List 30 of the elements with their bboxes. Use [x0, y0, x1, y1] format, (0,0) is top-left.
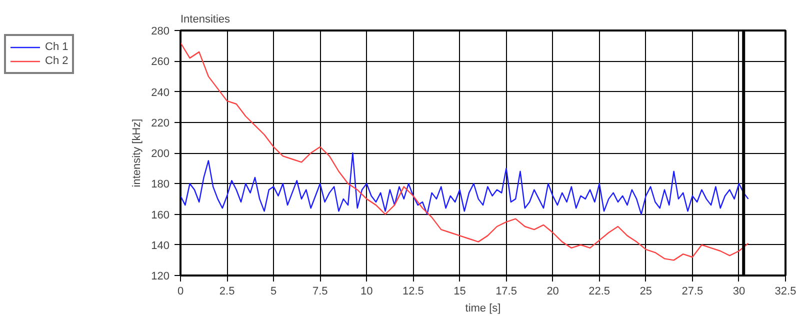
- line-series: [180, 152, 749, 215]
- y-tick-label: 260: [151, 56, 170, 68]
- y-tick-label: 140: [151, 240, 170, 252]
- y-tick-label: 160: [151, 209, 170, 222]
- y-tick-label: 280: [151, 26, 170, 38]
- legend-label: Ch 2: [45, 54, 68, 68]
- x-tick-label: 30: [732, 286, 746, 298]
- x-tick-label: 10: [360, 286, 373, 298]
- y-tick-label: 120: [151, 270, 170, 282]
- x-tick-label: 0: [177, 286, 184, 298]
- x-tick-label: 5: [270, 286, 277, 298]
- chart-title: Intensities: [180, 14, 231, 26]
- x-tick-label: 17.5: [496, 286, 517, 298]
- x-tick-label: 12.5: [402, 286, 424, 298]
- x-tick-label: 20: [546, 286, 559, 298]
- x-tick-label: 32.5: [774, 286, 796, 298]
- y-axis-title: intensity [kHz]: [131, 118, 144, 188]
- x-tick-label: 27.5: [682, 286, 704, 298]
- line-series: [180, 42, 749, 261]
- x-tick-label: 22.5: [588, 286, 610, 298]
- x-tick-label: 15: [454, 286, 466, 298]
- y-tick-label: 180: [151, 178, 170, 191]
- y-tick-label: 220: [151, 117, 170, 130]
- x-axis-title: time [s]: [465, 302, 501, 314]
- legend-label: Ch 1: [45, 40, 68, 54]
- x-tick-label: 7.5: [312, 286, 328, 298]
- x-tick-label: 2.5: [219, 286, 235, 298]
- y-tick-label: 200: [151, 148, 170, 160]
- y-tick-label: 240: [151, 86, 170, 99]
- x-tick-label: 25: [640, 286, 652, 298]
